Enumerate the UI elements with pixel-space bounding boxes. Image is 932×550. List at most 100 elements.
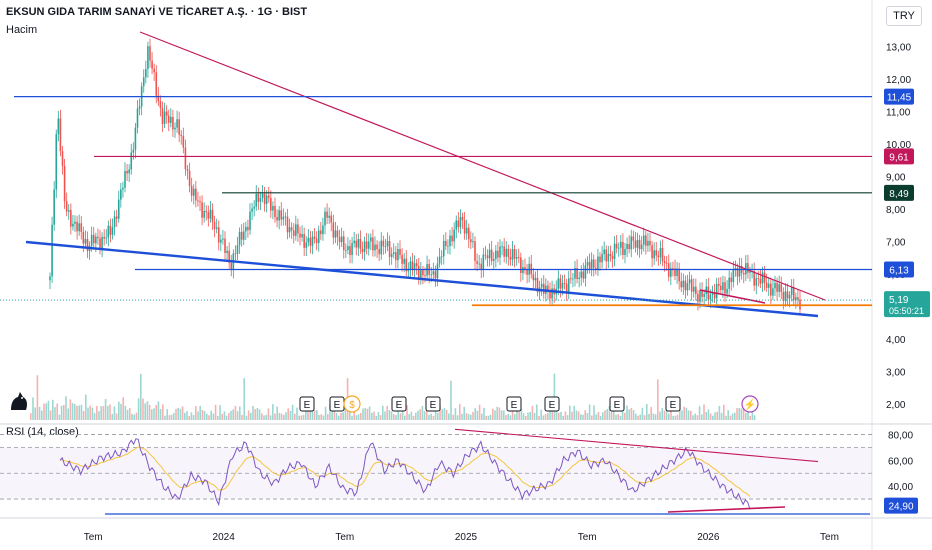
candle-body	[222, 239, 224, 240]
volume-bar	[367, 409, 369, 420]
event-marker-label: E	[430, 400, 437, 411]
volume-bar	[642, 408, 644, 420]
candle-body	[285, 217, 287, 218]
volume-bar	[635, 414, 637, 420]
candle-body	[205, 211, 207, 212]
volume-bar	[186, 411, 188, 420]
candle-body	[295, 224, 297, 236]
candle-body	[410, 261, 412, 269]
volume-bar	[386, 406, 388, 420]
volume-bar	[298, 416, 300, 420]
candle-body	[403, 259, 405, 264]
candle-body	[608, 254, 610, 261]
candle-body	[716, 284, 718, 299]
volume-bar	[483, 408, 485, 420]
candle-body	[112, 227, 114, 235]
candle-body	[345, 250, 347, 251]
descending-resistance-line[interactable]	[140, 32, 825, 300]
candle-body	[272, 206, 274, 211]
volume-bar	[644, 415, 646, 420]
candle-body	[305, 242, 307, 247]
volume-bar	[380, 415, 382, 420]
candle-body	[301, 234, 303, 237]
volume-bar	[323, 415, 325, 420]
countdown-label: 05:50:21	[889, 306, 924, 316]
candle-body	[274, 206, 276, 217]
volume-bar	[248, 410, 250, 420]
volume-bar	[272, 404, 274, 420]
volume-bar	[237, 411, 239, 420]
candle-body	[353, 241, 355, 243]
volume-bar	[736, 408, 738, 420]
candle-body	[293, 230, 295, 235]
candle-body	[258, 194, 260, 202]
volume-bar	[455, 408, 457, 420]
candle-body	[541, 284, 543, 288]
volume-bar	[697, 415, 699, 420]
volume-bar	[732, 414, 734, 420]
price-tick-label: 11,00	[886, 107, 911, 118]
candle-body	[653, 250, 655, 258]
volume-bar	[65, 396, 67, 420]
volume-bar	[492, 409, 494, 420]
x-axis-label: Tem	[84, 532, 103, 543]
volume-bar	[701, 414, 703, 420]
volume-bar	[252, 406, 254, 420]
candle-body	[483, 255, 485, 270]
volume-bar	[290, 411, 292, 420]
rsi-tick-label: 80,00	[888, 430, 913, 441]
candle-body	[220, 240, 222, 243]
candle-body	[724, 282, 726, 293]
candle-body	[760, 279, 762, 284]
volume-bar	[705, 412, 707, 420]
volume-bar	[74, 404, 76, 420]
candle-body	[687, 283, 689, 290]
candle-body	[393, 252, 395, 254]
volume-bar	[514, 414, 516, 420]
volume-bar	[655, 414, 657, 420]
candle-body	[645, 235, 647, 245]
volume-bar	[122, 397, 124, 420]
volume-bar	[153, 408, 155, 420]
candle-body	[60, 118, 62, 151]
candle-body	[485, 255, 487, 256]
candle-body	[312, 237, 314, 246]
volume-bar	[263, 415, 265, 420]
volume-bar	[287, 408, 289, 420]
candle-body	[708, 287, 710, 300]
candle-body	[289, 227, 291, 232]
volume-bar	[441, 409, 443, 420]
volume-bar	[681, 410, 683, 420]
volume-bar	[461, 414, 463, 420]
candle-body	[324, 212, 326, 226]
candle-body	[501, 246, 503, 247]
candle-body	[658, 256, 660, 258]
candle-body	[543, 284, 545, 294]
volume-bar	[714, 412, 716, 420]
candle-body	[710, 295, 712, 300]
volume-bar	[620, 416, 622, 420]
candle-body	[570, 278, 572, 279]
candle-body	[260, 198, 262, 202]
candle-body	[153, 69, 155, 73]
volume-bar	[565, 412, 567, 420]
candle-body	[108, 226, 110, 238]
volume-bar	[59, 415, 61, 420]
candle-body	[372, 238, 374, 251]
volume-bar	[224, 411, 226, 420]
volume-bar	[41, 410, 43, 420]
volume-bar	[523, 413, 525, 420]
candle-body	[778, 284, 780, 292]
volume-bar	[477, 411, 479, 420]
volume-bar	[633, 410, 635, 420]
volume-bar	[325, 407, 327, 420]
candle-body	[633, 236, 635, 240]
volume-bar	[411, 412, 413, 420]
volume-bar	[615, 415, 617, 420]
candle-body	[641, 245, 643, 250]
candle-body	[370, 238, 372, 242]
rsi-short-trendline[interactable]	[668, 507, 785, 512]
candle-body	[264, 194, 266, 204]
volume-bar	[219, 405, 221, 420]
